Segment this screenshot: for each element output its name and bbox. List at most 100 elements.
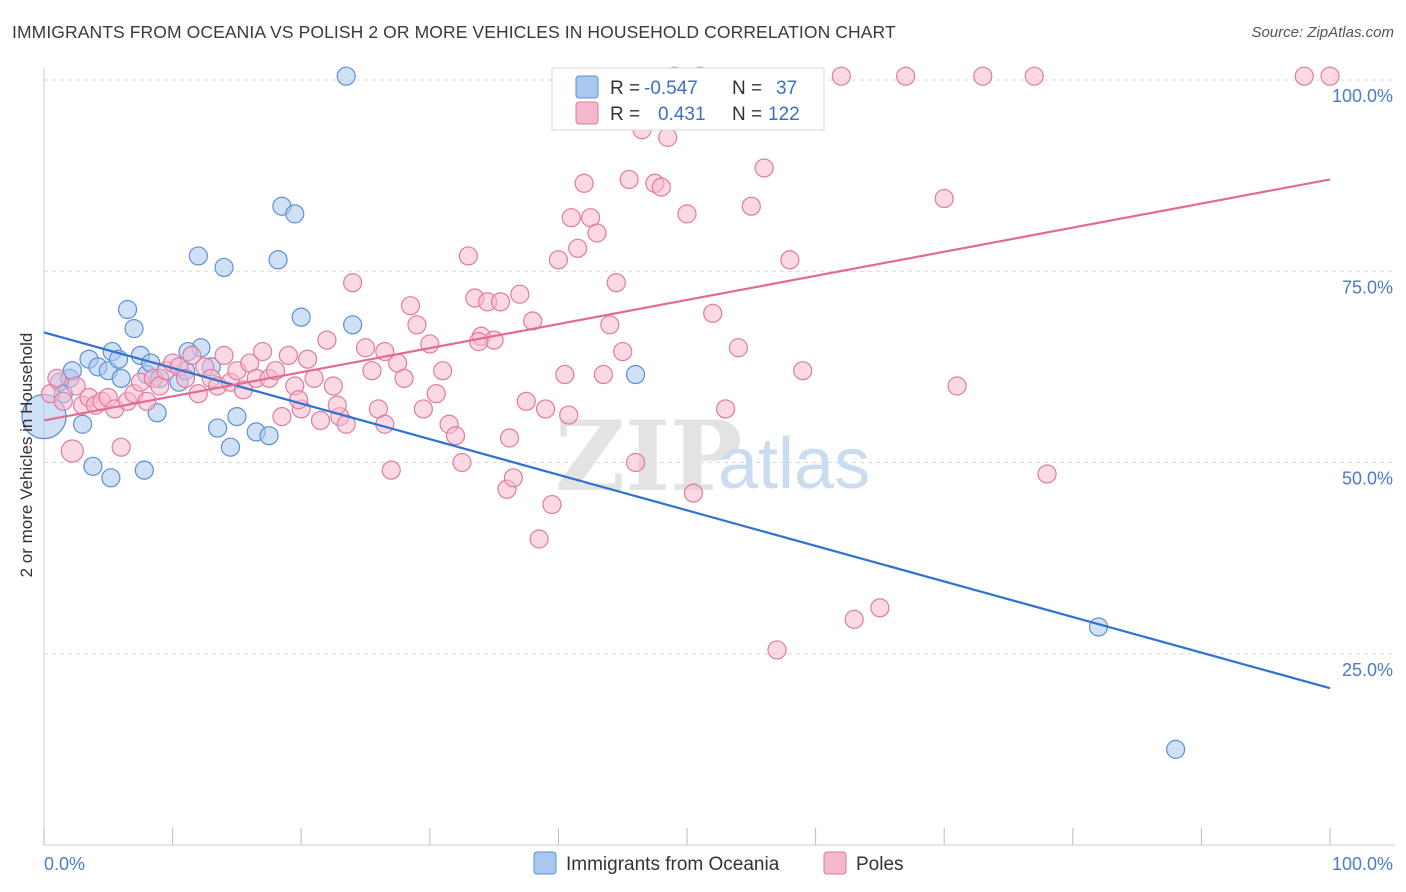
oceania-point-31 [227, 407, 247, 427]
watermark: ZIP atlas [555, 400, 870, 513]
legend-n-value-1: 37 [776, 78, 797, 99]
poles-point-108 [831, 66, 851, 86]
poles-point-109 [844, 609, 864, 629]
poles-point-87 [606, 273, 626, 293]
bottom-legend: Immigrants from Oceania Poles [533, 851, 904, 875]
oceania-point-21 [188, 246, 208, 266]
poles-point-102 [728, 338, 749, 358]
poles-point-77 [542, 494, 562, 515]
poles-point-100 [703, 303, 723, 323]
x-tick-label-min: 0.0% [44, 854, 85, 874]
poles-point-120 [469, 332, 489, 352]
legend-r-value-2: 0.431 [658, 104, 706, 125]
poles-point-63 [452, 452, 472, 473]
y-tick-label-2: 75.0% [1342, 277, 1393, 297]
axes [43, 68, 1395, 846]
oceania-point-39 [336, 66, 356, 86]
poles-point-2 [53, 391, 73, 411]
scatter-points [21, 66, 1340, 759]
poles-point-101 [715, 399, 736, 419]
poles-point-72 [510, 284, 530, 304]
poles-point-75 [529, 529, 549, 549]
poles-point-57 [413, 399, 433, 419]
poles-point-105 [767, 640, 787, 660]
poles-point-86 [600, 315, 620, 335]
poles-point-73 [516, 391, 536, 411]
poles-point-113 [947, 376, 967, 396]
poles-point-33 [253, 341, 273, 362]
oceania-point-40 [625, 364, 646, 385]
poles-point-115 [1024, 66, 1044, 86]
poles-point-81 [568, 238, 588, 258]
poles-point-55 [400, 296, 421, 316]
poles-point-36 [272, 407, 292, 427]
poles-point-43 [317, 330, 337, 350]
poles-point-22 [182, 345, 202, 365]
poles-point-56 [407, 315, 427, 335]
poles-point-103 [741, 196, 761, 216]
poles-point-95 [658, 127, 678, 147]
oceania-point-36 [285, 204, 305, 224]
legend-box: R = -0.547 N = 37 R = 0.431 N = 122 [551, 67, 825, 131]
legend-r-label-2: R = [610, 104, 640, 125]
poles-point-106 [780, 250, 800, 270]
oceania-point-37 [291, 307, 311, 327]
poles-point-94 [651, 177, 671, 197]
poles-point-111 [896, 66, 916, 86]
poles-point-79 [555, 364, 575, 385]
oceania-trend-line [43, 331, 1331, 690]
bottom-legend-label-2: Poles [856, 854, 904, 875]
poles-point-110 [870, 598, 890, 618]
poles-point-85 [593, 364, 614, 385]
poles-point-52 [381, 460, 401, 480]
y-tick-label-0: 25.0% [1342, 660, 1393, 680]
watermark-zip: ZIP [555, 400, 742, 513]
poles-point-49 [362, 361, 382, 381]
chart-title: IMMIGRANTS FROM OCEANIA VS POLISH 2 OR M… [12, 22, 896, 42]
poles-point-89 [619, 169, 639, 190]
oceania-point-12 [117, 299, 138, 320]
poles-point-90 [625, 452, 646, 473]
poles-point-27 [214, 345, 234, 365]
poles-point-114 [973, 66, 993, 86]
bottom-legend-label-1: Immigrants from Oceania [566, 854, 780, 875]
oceania-point-5 [72, 414, 93, 434]
poles-point-64 [458, 246, 478, 266]
poles-point-118 [1294, 66, 1314, 86]
poles-point-78 [548, 250, 569, 270]
poles-point-47 [343, 273, 363, 293]
poles-point-116 [1037, 464, 1057, 484]
poles-point-44 [323, 376, 343, 396]
poles-point-88 [613, 341, 633, 362]
oceania-point-26 [220, 437, 241, 457]
legend-n-label-2: N = [732, 104, 762, 125]
legend-n-value-2: 122 [768, 104, 800, 125]
poles-point-84 [587, 223, 607, 243]
chart-source: Source: ZipAtlas.com [1251, 24, 1394, 41]
legend-n-label-1: N = [732, 78, 762, 99]
oceania-point-34 [268, 250, 288, 270]
poles-point-54 [394, 368, 414, 388]
poles-point-60 [433, 361, 453, 381]
oceania-point-38 [343, 315, 363, 335]
oceania-point-13 [124, 319, 144, 339]
poles-point-112 [934, 188, 954, 209]
poles-point-42 [310, 410, 331, 431]
poles-point-71 [503, 468, 523, 488]
oceania-point-29 [134, 460, 154, 480]
poles-point-82 [574, 173, 594, 193]
legend-swatch-pink [575, 101, 599, 125]
poles-point-1 [47, 368, 67, 388]
y-axis-label: 2 or more Vehicles in Household [17, 333, 36, 578]
poles-point-4 [66, 376, 86, 396]
poles-point-122 [289, 390, 309, 410]
oceania-point-28 [101, 468, 121, 488]
legend-r-value-1: -0.547 [644, 78, 698, 99]
poles-point-62 [445, 426, 466, 446]
poles-point-117 [1320, 66, 1340, 86]
poles-point-11 [111, 437, 131, 457]
y-tick-label-3: 100.0% [1332, 86, 1393, 106]
legend-r-label-1: R = [610, 78, 640, 99]
x-tick-label-max: 100.0% [1332, 854, 1393, 874]
